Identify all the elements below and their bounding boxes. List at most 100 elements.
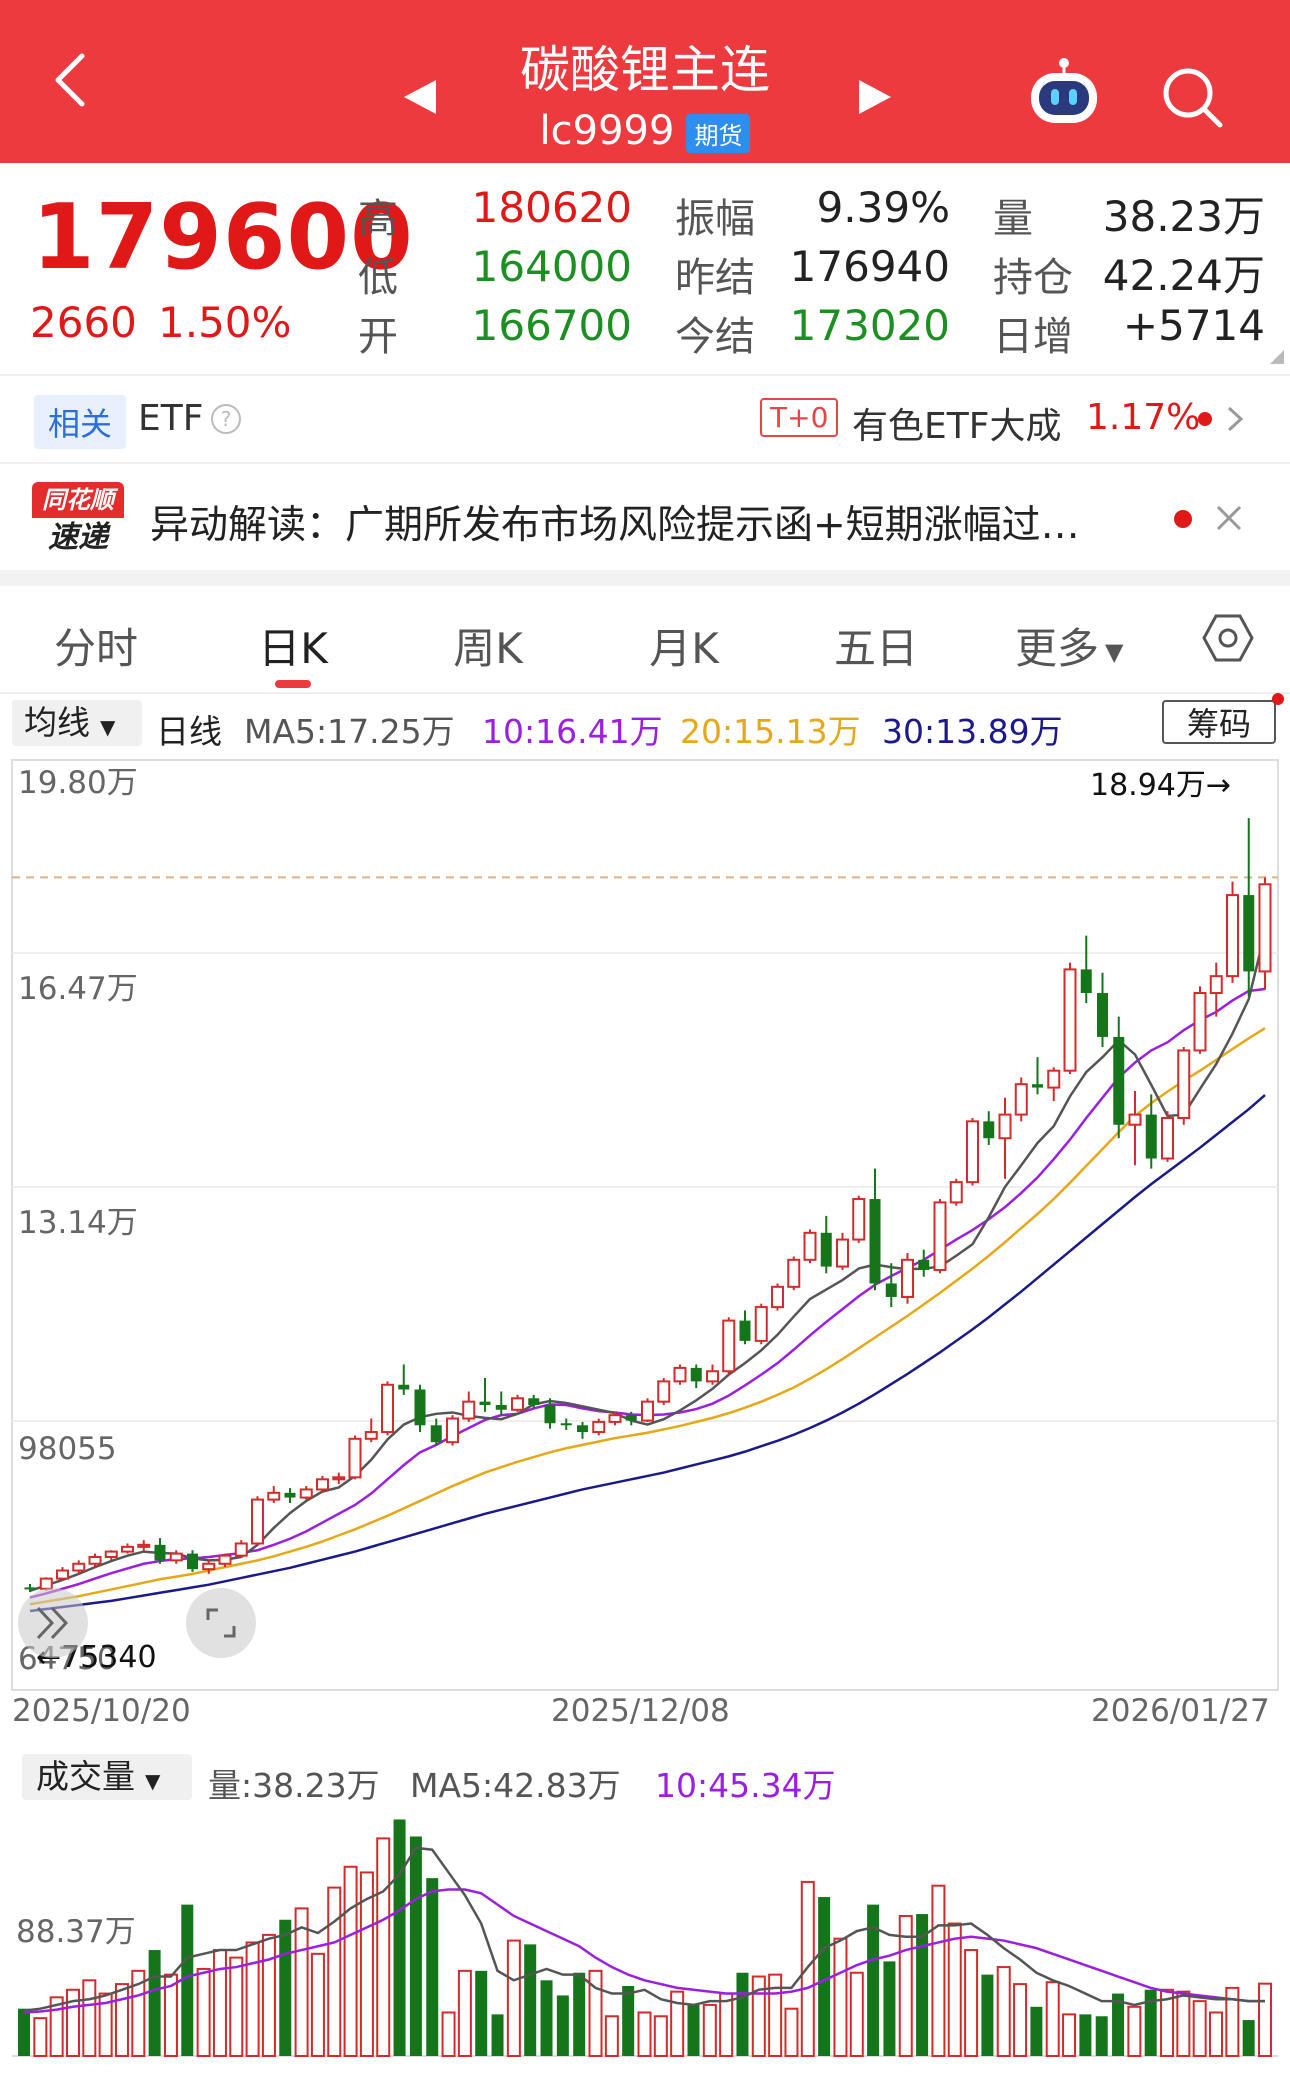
- candle: [1209, 962, 1223, 1017]
- help-icon[interactable]: ?: [210, 403, 242, 435]
- candle-body: [169, 1552, 183, 1562]
- tab-five-day[interactable]: 五日: [833, 624, 918, 673]
- tab-more[interactable]: 更多 ▼: [1015, 624, 1124, 673]
- volume-bar: [1144, 1989, 1157, 2056]
- chevron-right-icon[interactable]: [1225, 404, 1245, 434]
- candle: [820, 1215, 832, 1274]
- volume-bar: [573, 1972, 586, 2056]
- candle-body: [1145, 1114, 1157, 1159]
- stat-label: 低: [358, 255, 398, 301]
- volume-bar: [604, 2015, 619, 2057]
- volume-ma10-line: [23, 1888, 1265, 2014]
- indicator-selector[interactable]: 均线 ▼: [12, 700, 142, 746]
- candle: [1047, 1067, 1061, 1102]
- fullscreen-button[interactable]: [186, 1588, 256, 1658]
- candle: [332, 1472, 346, 1485]
- red-dot-icon: [1198, 412, 1212, 426]
- candle-body: [1177, 1049, 1191, 1119]
- express-logo: 速递: [48, 520, 108, 555]
- volume-bar: [653, 2015, 668, 2057]
- candle: [1243, 818, 1255, 997]
- volume-bar: [475, 1970, 488, 2056]
- candle-body: [137, 1543, 151, 1548]
- etf-label[interactable]: ETF: [138, 398, 204, 439]
- volume-bar: [1192, 2000, 1207, 2057]
- ma20-label: 20:15.13万: [680, 712, 861, 751]
- etf-name[interactable]: 有色ETF大成: [852, 406, 1062, 447]
- tab-monthly-k[interactable]: 月K: [649, 624, 719, 673]
- settings-icon[interactable]: [1202, 612, 1254, 664]
- fullscreen-icon: [206, 1608, 236, 1638]
- volume-bar: [49, 1996, 64, 2057]
- stat-label: 开: [358, 314, 398, 360]
- candle-body: [154, 1544, 166, 1561]
- price-change: 2660: [30, 298, 137, 347]
- candle: [154, 1538, 166, 1564]
- volume-bar: [181, 1904, 194, 2056]
- volume-bar: [1209, 2011, 1224, 2058]
- candle-body: [1258, 883, 1272, 973]
- candle: [218, 1553, 232, 1568]
- candle: [933, 1199, 947, 1274]
- tab-active-indicator: [275, 680, 311, 688]
- candle: [462, 1391, 476, 1422]
- candle: [1226, 881, 1239, 983]
- x-axis-label: 2026/01/27: [1091, 1693, 1270, 1729]
- candle-body: [364, 1431, 378, 1440]
- candle: [754, 1303, 768, 1345]
- prev-contract-icon[interactable]: [400, 78, 440, 116]
- candle-body: [495, 1405, 507, 1410]
- volume-bar: [1258, 1982, 1272, 2057]
- candle-body: [739, 1320, 751, 1341]
- candle: [24, 1584, 36, 1593]
- candle: [1193, 986, 1207, 1054]
- candle: [187, 1550, 198, 1572]
- tab-daily-k[interactable]: 日K: [258, 624, 328, 673]
- search-icon[interactable]: [1160, 65, 1226, 131]
- volume-bar: [114, 1983, 129, 2057]
- candle: [885, 1263, 897, 1308]
- volume-bar: [1045, 1981, 1060, 2057]
- volume-bar: [1062, 2013, 1077, 2057]
- candle-body: [852, 1198, 866, 1241]
- volume-bar: [376, 1837, 391, 2058]
- candle: [690, 1364, 702, 1389]
- robot-assistant-icon[interactable]: [1025, 55, 1103, 133]
- volume-bar: [18, 2008, 30, 2056]
- futures-tag: 期货: [686, 113, 751, 153]
- caret-down-icon: ▼: [145, 1769, 161, 1793]
- ma5-line: [29, 931, 1267, 1592]
- candle: [949, 1178, 963, 1206]
- candle: [1258, 877, 1272, 990]
- candle: [1145, 1094, 1157, 1169]
- divider: [0, 462, 1290, 464]
- tab-weekly-k[interactable]: 周K: [453, 624, 523, 673]
- close-icon[interactable]: [1214, 503, 1244, 533]
- volume-chart[interactable]: [0, 1800, 1290, 2082]
- tab-intraday[interactable]: 分时: [53, 624, 138, 673]
- volume-bar: [1013, 1983, 1028, 2057]
- y-axis-label: 19.80万: [18, 765, 138, 801]
- next-contract-icon[interactable]: [855, 78, 895, 116]
- volume-bar: [245, 1941, 260, 2057]
- volume-bar: [1112, 1993, 1125, 2056]
- candle-body: [430, 1425, 442, 1443]
- chip-button[interactable]: 筹码: [1162, 700, 1276, 744]
- svg-text:?: ?: [221, 407, 232, 431]
- candle: [511, 1394, 524, 1412]
- collapse-arrows-button[interactable]: [18, 1588, 88, 1658]
- news-headline[interactable]: 异动解读：广期所发布市场风险提示函+短期涨幅过…: [150, 503, 1080, 548]
- candle: [803, 1229, 817, 1264]
- kline-chart[interactable]: [0, 750, 1290, 1750]
- top-bar: 碳酸锂主连 lc9999 期货: [0, 0, 1290, 163]
- candle: [544, 1398, 556, 1429]
- candle-body: [1097, 993, 1108, 1037]
- x-axis-label: 2025/10/20: [12, 1693, 191, 1729]
- candle-body: [56, 1569, 69, 1580]
- expand-corner-icon[interactable]: [1270, 350, 1284, 364]
- back-icon[interactable]: [50, 50, 90, 110]
- stat-label: 量: [993, 196, 1033, 242]
- volume-selector[interactable]: 成交量 ▼: [22, 1754, 192, 1800]
- volume-bar: [1242, 2020, 1255, 2056]
- candle-body: [316, 1478, 329, 1491]
